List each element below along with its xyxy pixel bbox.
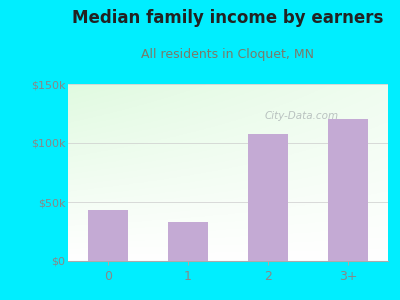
Bar (88, 210, 128, 261)
Bar (248, 134, 288, 261)
Text: Median family income by earners: Median family income by earners (72, 9, 384, 27)
Text: All residents in Cloquet, MN: All residents in Cloquet, MN (142, 48, 314, 61)
Bar (328, 119, 368, 261)
Bar (168, 222, 208, 261)
Text: City-Data.com: City-Data.com (264, 111, 339, 121)
